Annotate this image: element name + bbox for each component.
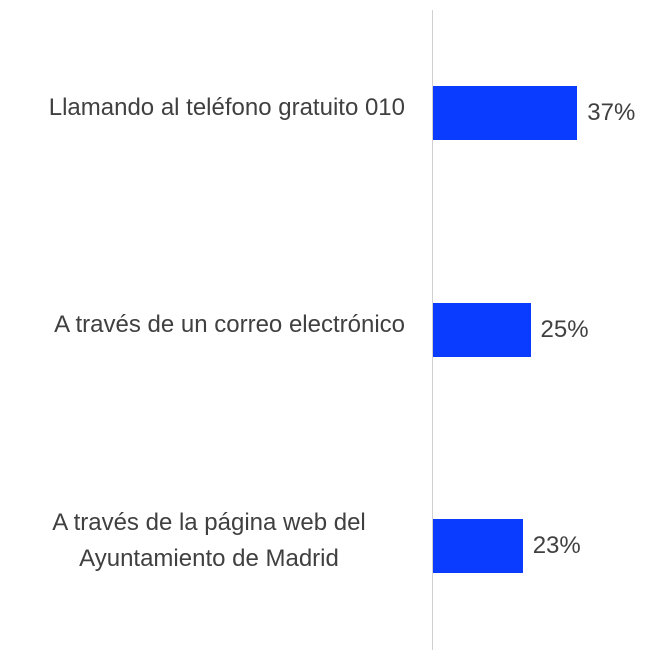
category-label: Llamando al teléfono gratuito 010 [48, 94, 405, 121]
category-label: A través de la página web del Ayuntamien… [52, 509, 366, 572]
bar [433, 303, 531, 357]
category-label-box: A través de la página web del Ayuntamien… [5, 501, 405, 581]
value-label: 23% [532, 532, 581, 559]
axis-line [432, 10, 433, 650]
category-label: A través de un correo electrónico [54, 311, 405, 338]
value-label: 25% [540, 316, 589, 343]
bar [433, 86, 578, 140]
category-label-box: Llamando al teléfono gratuito 010 [5, 68, 405, 148]
bar [433, 519, 523, 573]
category-label-box: A través de un correo electrónico [5, 285, 405, 365]
value-label: 37% [587, 99, 636, 126]
